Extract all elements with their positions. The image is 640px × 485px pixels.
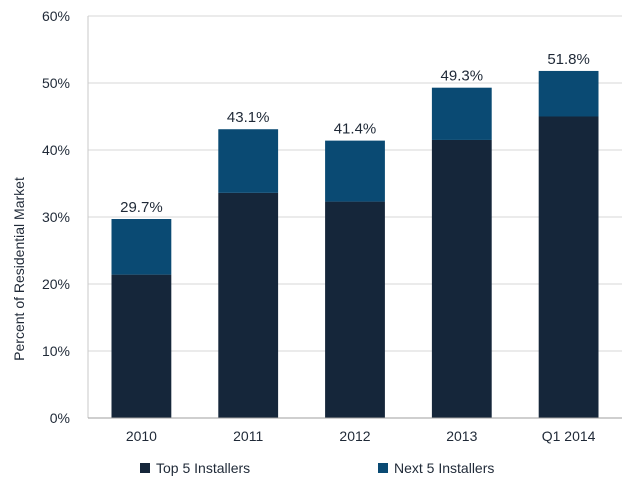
legend-swatch-top-5-installers (140, 463, 150, 473)
total-data-label: 51.8% (547, 51, 590, 68)
bar-segment-top-5-installers (431, 139, 492, 418)
total-data-label: 43.1% (227, 109, 270, 126)
axes: 0% 10% 20% 30% 40% 50% 60% 2010 2011 2012 2013 Q1 2… (42, 8, 622, 444)
total-data-label: 49.3% (441, 68, 484, 85)
x-tick-label: 2010 (126, 428, 157, 444)
y-axis-title: Percent of Residential Market (11, 177, 27, 361)
bar-segment-next-5-installers (538, 70, 599, 117)
y-tick-label: 10% (42, 343, 70, 359)
bar-segment-top-5-installers (538, 116, 599, 418)
x-tick-label: Q1 2014 (542, 428, 596, 444)
bar-segment-top-5-installers (111, 274, 172, 418)
legend-swatch-next-5-installers (378, 463, 388, 473)
x-tick-label: 2012 (339, 428, 370, 444)
bar-segment-next-5-installers (111, 219, 172, 275)
total-data-label: 41.4% (334, 121, 377, 138)
x-tick-label: 2013 (446, 428, 477, 444)
x-tick-label: 2011 (233, 428, 263, 444)
bar-segment-next-5-installers (431, 87, 492, 140)
legend-label-top-5-installers: Top 5 Installers (156, 460, 250, 476)
bar-segment-top-5-installers (325, 201, 385, 418)
y-tick-label: 20% (42, 276, 70, 292)
legend: Top 5 Installers Next 5 Installers (140, 460, 494, 476)
y-tick-label: 50% (42, 75, 70, 91)
total-data-label: 29.7% (120, 199, 163, 216)
bars (111, 70, 599, 418)
y-tick-label: 30% (42, 209, 70, 225)
bar-segment-next-5-installers (218, 129, 279, 193)
bar-segment-next-5-installers (325, 140, 385, 202)
legend-label-next-5-installers: Next 5 Installers (394, 460, 494, 476)
y-tick-label: 40% (42, 142, 70, 158)
bar-segment-top-5-installers (218, 192, 279, 418)
data-labels: 29.7% 43.1% 41.4% 49.3% 51.8% (120, 51, 590, 216)
y-tick-label: 60% (42, 8, 70, 24)
y-tick-label: 0% (50, 410, 70, 426)
